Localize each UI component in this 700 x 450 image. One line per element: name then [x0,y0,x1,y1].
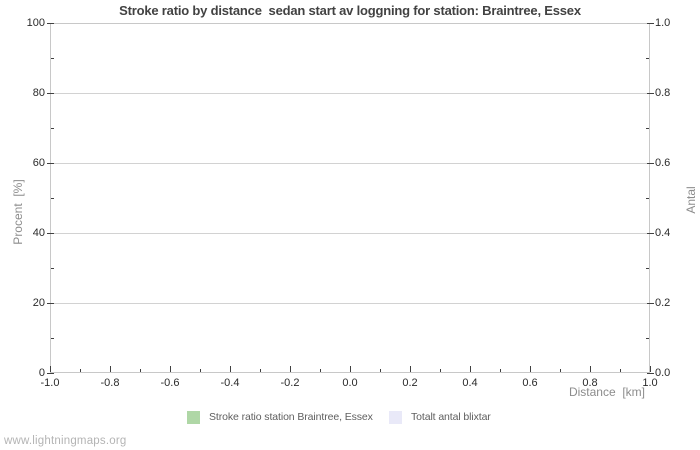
y-axis-right-tick [647,303,654,304]
y-axis-right-tick-label: 0.6 [655,157,671,169]
x-axis-tick [50,366,51,372]
y-axis-left-tick-label: 40 [32,227,45,239]
x-axis-tick [230,366,231,372]
y-axis-left-tick [47,163,54,164]
y-axis-left-minor-tick [51,128,54,129]
x-axis-tick [170,366,171,372]
x-axis-minor-tick [440,369,441,372]
x-axis-tick-label: -0.4 [220,377,240,389]
x-axis-tick [290,366,291,372]
x-axis-tick-label: 0.6 [522,377,538,389]
y-axis-right-tick-label: 0.0 [655,367,671,379]
y-axis-left-minor-tick [51,58,54,59]
y-axis-left-minor-tick [51,268,54,269]
y-axis-left-tick-label: 60 [32,157,45,169]
y-axis-left-tick [47,233,54,234]
x-axis-minor-tick [140,369,141,372]
y-axis-left-tick [47,93,54,94]
x-axis-tick [410,366,411,372]
y-axis-right-tick-label: 0.8 [655,87,671,99]
y-axis-right-minor-tick [646,128,649,129]
y-axis-right-title: Antal [684,186,698,214]
x-axis-tick-label: 0.0 [342,377,358,389]
x-axis-tick-label: -0.6 [160,377,180,389]
x-axis-minor-tick [260,369,261,372]
y-axis-right-tick [647,233,654,234]
x-axis-minor-tick [380,369,381,372]
x-axis-tick [530,366,531,372]
y-axis-left-tick [47,23,54,24]
legend-label: Stroke ratio station Braintree, Essex [209,411,373,423]
y-axis-right-minor-tick [646,198,649,199]
x-axis-minor-tick [500,369,501,372]
x-axis-minor-tick [620,369,621,372]
watermark-text: www.lightningmaps.org [4,435,127,447]
x-axis-tick-label: 0.2 [402,377,418,389]
gridline [51,163,649,164]
x-axis-tick-label: -0.2 [280,377,300,389]
y-axis-left-tick-label: 100 [26,17,45,29]
gridline [51,303,649,304]
legend-swatch [389,411,402,424]
y-axis-left-tick-label: 80 [32,87,45,99]
y-axis-left-minor-tick [51,338,54,339]
y-axis-right-tick [647,23,654,24]
y-axis-left-tick-label: 20 [32,297,45,309]
x-axis-tick-label: 1.0 [642,377,658,389]
plot-area [50,23,650,373]
chart-title: Stroke ratio by distance sedan start av … [119,3,581,18]
x-axis-tick-label: -0.8 [100,377,120,389]
legend-item: Stroke ratio station Braintree, Essex [187,411,373,424]
x-axis-title: Distance [km] [568,385,645,399]
gridline [51,233,649,234]
y-axis-left-minor-tick [51,198,54,199]
x-axis-minor-tick [80,369,81,372]
legend-swatch [187,411,200,424]
legend-label: Totalt antal blixtar [411,411,491,423]
y-axis-left-tick-label: 0 [38,367,45,379]
x-axis-tick-label: 0.8 [582,377,598,389]
x-axis-tick-label: 0.4 [462,377,478,389]
x-axis-minor-tick [200,369,201,372]
x-axis-tick [350,366,351,372]
y-axis-right-tick-label: 1.0 [655,17,671,29]
x-axis-minor-tick [560,369,561,372]
x-axis-tick [470,366,471,372]
x-axis-tick [590,366,591,372]
y-axis-left-tick [47,303,54,304]
x-axis-tick [110,366,111,372]
x-axis-tick [650,366,651,372]
y-axis-left-tick [47,373,54,374]
y-axis-right-tick [647,163,654,164]
y-axis-right-tick [647,93,654,94]
x-axis-minor-tick [320,369,321,372]
y-axis-right-tick-label: 0.2 [655,297,671,309]
y-axis-right-minor-tick [646,338,649,339]
y-axis-right-minor-tick [646,58,649,59]
x-axis-tick-label: -1.0 [40,377,60,389]
legend-item: Totalt antal blixtar [389,411,491,424]
gridline [51,93,649,94]
y-axis-right-minor-tick [646,268,649,269]
y-axis-right-tick [647,373,654,374]
y-axis-right-tick-label: 0.4 [655,227,671,239]
